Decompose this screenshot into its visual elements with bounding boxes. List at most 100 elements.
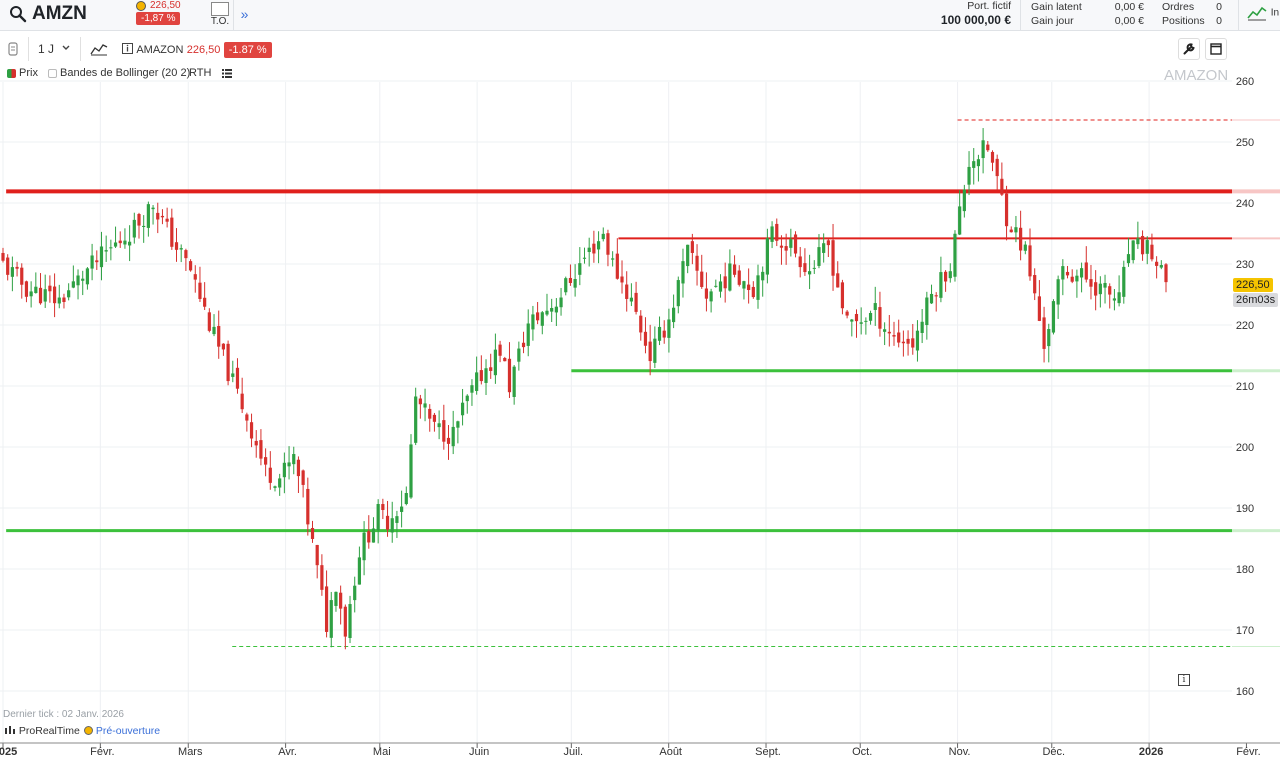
candle-body — [493, 349, 497, 376]
candle-body — [990, 151, 995, 163]
candle-body — [920, 321, 924, 333]
candle-body — [1150, 244, 1154, 260]
candle-body — [498, 344, 502, 356]
info-icon — [122, 43, 133, 54]
list-icon[interactable] — [222, 69, 232, 78]
candle-body — [836, 273, 840, 288]
legend-bollinger[interactable]: Bandes de Bollinger (20 2) — [60, 67, 191, 79]
candle-body — [329, 600, 333, 638]
candle-body — [1155, 261, 1159, 266]
interval-value: 1 J — [38, 42, 55, 56]
candle-body — [385, 515, 390, 530]
candle-body — [596, 241, 601, 250]
portfolio-label: Port. fictif — [967, 0, 1011, 12]
candle-body — [986, 144, 990, 151]
candle-body — [667, 319, 671, 338]
candle-body — [310, 528, 315, 539]
positions-count: 0 — [1216, 15, 1222, 27]
candle-body — [695, 255, 699, 271]
candle-body — [268, 467, 272, 483]
candle-body — [784, 246, 788, 251]
candle-body — [943, 271, 948, 282]
candle-body — [653, 338, 657, 363]
candle-body — [643, 331, 648, 346]
candle-body — [601, 233, 605, 240]
orders-values: 0 0 — [1212, 0, 1222, 28]
candle-body — [165, 218, 169, 222]
candle-body — [1159, 265, 1163, 268]
chart-info-icon[interactable]: i — [1178, 674, 1190, 686]
legend-rth[interactable]: RTH — [189, 67, 212, 79]
drag-handle-icon[interactable] — [8, 37, 22, 61]
candle-body — [6, 257, 10, 275]
candle-body — [845, 311, 849, 316]
candle-body — [718, 281, 723, 292]
y-tick-label: 210 — [1236, 381, 1254, 393]
gain-labels: Gain latent Gain jour — [1031, 0, 1091, 28]
y-tick-label: 200 — [1236, 442, 1254, 454]
maximize-button[interactable] — [1205, 38, 1227, 60]
candle-body — [1056, 279, 1060, 305]
candle-body — [859, 322, 863, 324]
candle-body — [90, 255, 94, 269]
candle-body — [423, 403, 427, 408]
order-button[interactable]: T.O. — [208, 2, 232, 27]
candle-body — [1145, 240, 1149, 254]
legend-price[interactable]: Prix — [19, 67, 38, 79]
candle-body — [606, 233, 610, 255]
candle-body — [817, 247, 821, 266]
y-tick-label: 230 — [1236, 259, 1254, 271]
mini-chart-icon — [1247, 6, 1267, 21]
candle-body — [812, 267, 816, 269]
candlestick-series — [1, 128, 1168, 650]
candle-body — [840, 282, 845, 309]
divider — [80, 37, 81, 61]
candle-body — [714, 285, 718, 287]
candle-body — [15, 266, 19, 269]
candle-body — [1164, 264, 1168, 283]
candle-body — [479, 370, 483, 382]
candle-body — [67, 290, 71, 298]
candle-body — [254, 440, 258, 446]
ticker-symbol[interactable]: AMZN — [32, 3, 87, 24]
candle-body — [648, 341, 652, 362]
candle-body — [793, 234, 798, 254]
indicator-menu-button[interactable]: In — [1246, 4, 1279, 22]
candle-body — [451, 426, 455, 447]
candle-body — [761, 271, 765, 281]
session-status[interactable]: Pré-ouverture — [84, 725, 160, 737]
candle-body — [639, 315, 643, 333]
candle-body — [915, 330, 920, 351]
quote-price: 226,50 — [150, 0, 181, 11]
orders-labels[interactable]: Ordres Positions — [1162, 0, 1205, 28]
candle-body — [52, 286, 57, 304]
candle-body — [259, 440, 263, 459]
candle-body — [1047, 329, 1051, 347]
expand-panel-button[interactable]: » — [233, 0, 255, 30]
instrument-change-badge: -1.87 % — [223, 42, 272, 58]
candle-body — [878, 307, 882, 329]
chart-type-button[interactable] — [90, 37, 110, 61]
interval-selector[interactable]: 1 J — [38, 37, 71, 61]
candle-body — [212, 326, 216, 335]
candle-body — [1094, 282, 1098, 296]
candle-body — [1140, 235, 1145, 255]
price-axis: 160 170 180 190 200 210 220 230 240 250 260 — [1236, 76, 1254, 698]
candle-body — [681, 261, 685, 284]
candle-body — [747, 284, 751, 291]
candle-body — [826, 240, 830, 246]
candle-body — [334, 591, 338, 606]
quote-summary[interactable]: 226,50 -1,87 % — [134, 0, 182, 29]
chart-type-icon — [90, 44, 108, 56]
bollinger-toggle-icon[interactable] — [48, 69, 57, 78]
settings-wrench-button[interactable] — [1178, 38, 1200, 60]
search-icon[interactable] — [9, 5, 27, 23]
candle-body — [128, 241, 132, 246]
instrument-name: AMAZON — [136, 44, 184, 56]
instrument-info[interactable]: AMAZON 226,50 -1.87 % — [122, 37, 272, 61]
candle-body — [207, 312, 211, 331]
x-tick-label: Avr. — [278, 746, 297, 758]
candle-body — [320, 565, 324, 590]
candle-body — [634, 292, 638, 312]
